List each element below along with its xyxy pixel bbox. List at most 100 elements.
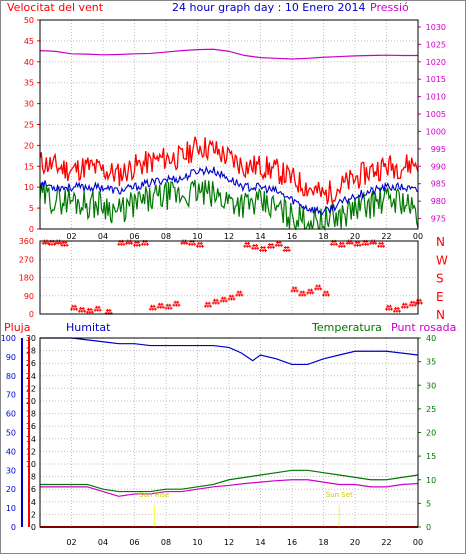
- y-right-tick-label: 1005: [426, 110, 446, 119]
- y-right-tick-label: 1015: [426, 75, 446, 84]
- direction-point: [379, 244, 383, 248]
- direction-point: [167, 306, 171, 310]
- direction-point: [180, 241, 184, 245]
- y-right-tick-label: 1020: [426, 58, 446, 67]
- direction-point: [307, 288, 311, 292]
- axes: 0510152025303540455097598098599099510001…: [1, 16, 446, 547]
- temperature-line: [40, 469, 419, 493]
- direction-point: [317, 284, 321, 288]
- direction-point: [408, 303, 412, 307]
- x-tick-label: 18: [318, 232, 328, 241]
- y-left-tick-label: 5: [29, 204, 34, 213]
- x-tick-label: 22: [381, 232, 391, 241]
- wind-speed-label: Velocitat del vent: [7, 1, 104, 14]
- rain-label: Pluja: [4, 321, 30, 334]
- rain-tick-label: 14: [26, 435, 36, 444]
- direction-point: [353, 243, 357, 247]
- direction-point: [311, 291, 315, 295]
- direction-point: [264, 248, 268, 252]
- direction-point: [260, 245, 264, 249]
- direction-point: [285, 248, 289, 252]
- direction-point: [133, 243, 136, 247]
- direction-point: [214, 301, 218, 305]
- direction-point: [151, 307, 155, 311]
- direction-point: [206, 304, 210, 308]
- direction-point: [188, 242, 192, 246]
- direction-point: [235, 293, 239, 297]
- direction-point: [119, 242, 123, 246]
- direction-point: [228, 294, 232, 298]
- direction-point: [72, 307, 76, 311]
- direction-point: [266, 245, 270, 249]
- direction-point: [224, 299, 228, 303]
- direction-point: [341, 241, 345, 245]
- x-tick-label: 10: [192, 232, 202, 241]
- direction-point: [216, 301, 220, 305]
- humidity-label: Humitat: [66, 321, 111, 334]
- rain-tick-label: 28: [26, 347, 36, 356]
- direction-point: [169, 306, 173, 310]
- y-right-tick-label: 1000: [426, 127, 446, 136]
- direction-point: [47, 242, 51, 246]
- direction-point: [315, 284, 319, 288]
- direction-letter: E: [436, 290, 444, 304]
- x-tick-label: 02: [66, 232, 76, 241]
- rain-tick-label: 26: [26, 359, 36, 368]
- y-right-tick-label: 995: [431, 145, 446, 154]
- humidity-panel-frame: [39, 337, 419, 528]
- x-tick-label: 02: [66, 538, 76, 547]
- direction-point: [75, 307, 79, 311]
- direction-point: [253, 246, 257, 250]
- y-right-tick-label: 1010: [426, 93, 446, 102]
- rain-tick-label: 8: [31, 473, 36, 482]
- direction-point: [98, 308, 102, 312]
- direction-point: [378, 241, 382, 245]
- direction-tick-label: 180: [19, 274, 34, 283]
- direction-point: [286, 245, 290, 249]
- x-tick-label: 22: [381, 538, 391, 547]
- direction-point: [211, 301, 215, 305]
- direction-point: [400, 305, 404, 309]
- direction-point: [252, 243, 256, 247]
- y-left-tick-label: 50: [24, 16, 34, 25]
- direction-point: [418, 298, 422, 302]
- direction-point: [310, 288, 314, 292]
- grid-lines: [40, 19, 419, 528]
- x-tick-label: 18: [318, 538, 328, 547]
- x-tick-label: 06: [129, 232, 139, 241]
- page-title: 24 hour graph day : 10 Enero 2014: [172, 1, 366, 14]
- direction-point: [419, 301, 423, 305]
- direction-point: [385, 307, 388, 311]
- direction-point: [199, 241, 203, 245]
- temp-tick-label: 5: [426, 499, 431, 508]
- direction-point: [339, 241, 343, 245]
- direction-point: [283, 245, 287, 249]
- direction-point: [413, 303, 417, 307]
- direction-point: [402, 302, 406, 306]
- direction-point: [282, 248, 286, 252]
- direction-point: [290, 289, 294, 293]
- direction-tick-label: 90: [24, 292, 34, 301]
- direction-point: [294, 286, 298, 290]
- direction-point: [254, 243, 258, 247]
- direction-letter: S: [436, 272, 444, 286]
- direction-point: [314, 287, 318, 291]
- direction-point: [159, 305, 163, 309]
- direction-point: [88, 310, 92, 314]
- direction-point: [348, 241, 352, 245]
- y-left-tick-label: 25: [24, 121, 34, 130]
- direction-point: [414, 301, 418, 305]
- direction-point: [270, 242, 274, 246]
- direction-point: [388, 304, 392, 308]
- direction-point: [239, 290, 243, 294]
- direction-point: [177, 303, 181, 307]
- direction-point: [350, 241, 354, 245]
- direction-point: [213, 298, 217, 302]
- rain-tick-label: 22: [26, 384, 36, 393]
- x-tick-label: 10: [192, 538, 202, 547]
- x-tick-label: 14: [255, 232, 265, 241]
- direction-point: [65, 243, 69, 247]
- direction-point: [299, 290, 303, 294]
- direction-point: [374, 241, 378, 245]
- direction-point: [395, 309, 399, 313]
